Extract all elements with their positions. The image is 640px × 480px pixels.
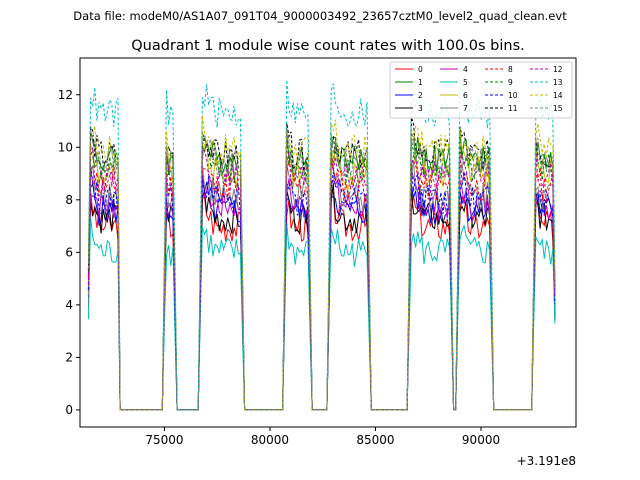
y-tick-label: 2 [65, 350, 73, 364]
legend-label-9: 9 [508, 78, 513, 87]
y-tick-label: 0 [65, 403, 73, 417]
x-tick-label: 75000 [145, 433, 183, 447]
y-axis: 0 2 4 6 8 10 12 [58, 88, 80, 417]
y-tick-label: 10 [58, 140, 73, 154]
legend-label-6: 6 [463, 91, 468, 100]
legend-label-2: 2 [418, 91, 423, 100]
chart-title: Quadrant 1 module wise count rates with … [131, 38, 525, 54]
x-tick-label: 80000 [251, 433, 289, 447]
legend-label-15: 15 [553, 104, 563, 113]
legend-label-3: 3 [418, 104, 423, 113]
x-offset-label: +3.191e8 [517, 454, 576, 468]
legend-label-12: 12 [553, 65, 563, 74]
x-tick-label: 90000 [462, 433, 500, 447]
y-tick-label: 8 [65, 193, 73, 207]
x-axis: 75000 80000 85000 90000 [145, 427, 500, 447]
legend-label-4: 4 [463, 65, 468, 74]
plot-frame [79, 57, 577, 428]
legend-label-11: 11 [508, 104, 518, 113]
series-lines [87, 79, 556, 411]
data-file-label: Data file: modeM0/AS1A07_091T04_90000034… [73, 9, 567, 23]
legend-label-10: 10 [508, 91, 518, 100]
legend-label-13: 13 [553, 78, 563, 87]
legend-label-5: 5 [463, 78, 468, 87]
series-line-15 [87, 128, 556, 411]
series-line-9 [87, 131, 556, 411]
legend-label-7: 7 [463, 104, 468, 113]
legend-label-1: 1 [418, 78, 423, 87]
y-tick-label: 6 [65, 245, 73, 259]
legend-box [389, 61, 573, 119]
legend-label-14: 14 [553, 91, 563, 100]
y-tick-label: 12 [58, 88, 73, 102]
legend-label-0: 0 [418, 65, 423, 74]
series-line-12 [87, 147, 556, 411]
y-tick-label: 4 [65, 298, 73, 312]
x-tick-label: 85000 [356, 433, 394, 447]
legend-label-8: 8 [508, 65, 513, 74]
